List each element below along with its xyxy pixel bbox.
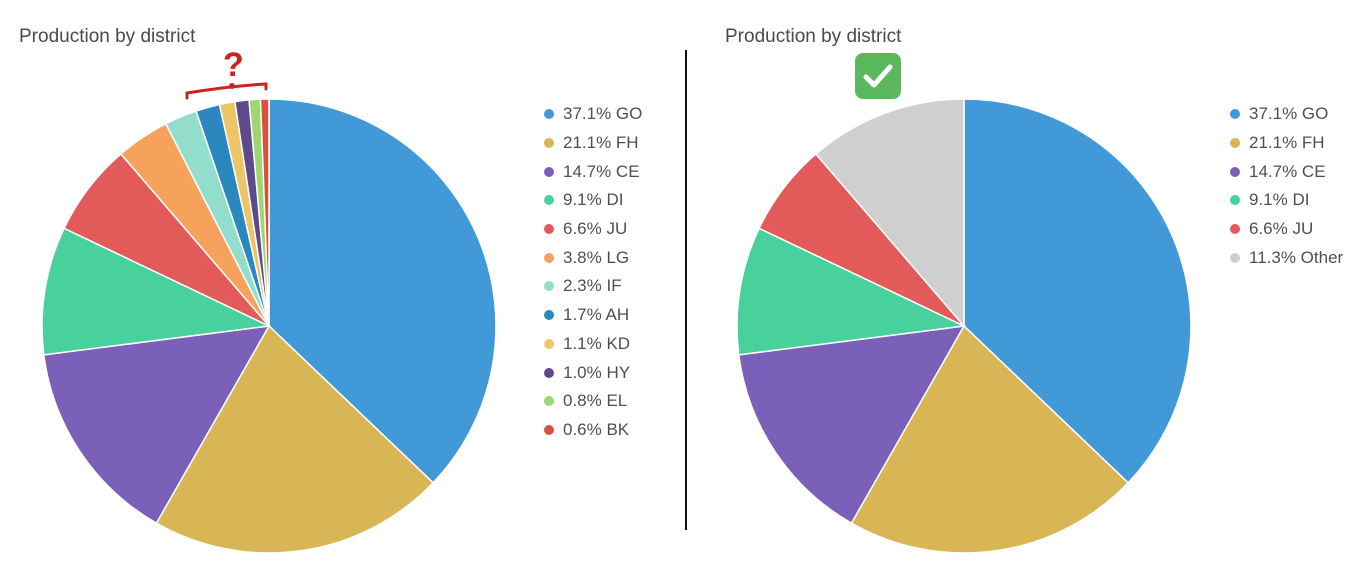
- legend-marker: [544, 281, 554, 292]
- legend-item: 14.7% CE: [1230, 157, 1343, 186]
- legend-item: 21.1% FH: [544, 129, 642, 158]
- pie-chart-right: [736, 98, 1192, 554]
- legend-right: 37.1% GO 21.1% FH 14.7% CE 9.1% DI 6.6% JU 11…: [1230, 100, 1343, 272]
- legend-label: 37.1% GO: [1249, 104, 1329, 124]
- legend-marker: [1230, 195, 1240, 206]
- chart-title: Production by district: [725, 26, 902, 47]
- legend-label: 3.8% LG: [563, 247, 630, 267]
- pie-slice-other: [814, 98, 965, 329]
- legend-item: 21.1% FH: [1230, 129, 1343, 158]
- legend-label: 14.7% CE: [563, 161, 640, 181]
- legend-item: 1.7% AH: [544, 301, 642, 330]
- legend-item: 37.1% GO: [1230, 100, 1343, 129]
- legend-marker: [544, 338, 554, 349]
- legend-item: 37.1% GO: [544, 100, 642, 129]
- legend-label: 21.1% FH: [563, 133, 639, 153]
- chart-title: Production by district: [19, 26, 196, 47]
- legend-left: 37.1% GO 21.1% FH 14.7% CE 9.1% DI 6.6% JU 3.…: [544, 100, 642, 444]
- legend-label: 1.1% KD: [563, 333, 631, 353]
- legend-marker: [1230, 138, 1240, 149]
- legend-item: 6.6% JU: [1230, 215, 1343, 244]
- chart-panel-right: Production by district 37.1% GO 21.1% FH 1…: [690, 0, 1372, 568]
- legend-item: 1.0% HY: [544, 358, 642, 387]
- legend-marker: [544, 138, 554, 149]
- legend-label: 21.1% FH: [1249, 133, 1325, 153]
- legend-marker: [544, 367, 554, 378]
- legend-label: 0.6% BK: [563, 419, 630, 439]
- pie-slice-di: [736, 227, 967, 356]
- pie-slice-di: [41, 227, 272, 356]
- legend-item: 14.7% CE: [544, 157, 642, 186]
- legend-label: 6.6% JU: [563, 219, 628, 239]
- legend-item: 3.8% LG: [544, 243, 642, 272]
- legend-item: 1.1% KD: [544, 330, 642, 359]
- legend-label: 11.3% Other: [1249, 247, 1344, 267]
- legend-marker: [544, 195, 554, 206]
- pie-slice-fh: [155, 324, 435, 554]
- legend-item: 9.1% DI: [1230, 186, 1343, 215]
- legend-label: 9.1% DI: [563, 190, 624, 210]
- legend-label: 6.6% JU: [1249, 219, 1314, 239]
- legend-item: 11.3% Other: [1230, 243, 1343, 272]
- legend-marker: [544, 310, 554, 321]
- legend-label: 2.3% IF: [563, 276, 622, 296]
- legend-label: 1.0% HY: [563, 362, 631, 382]
- legend-marker: [1230, 109, 1240, 120]
- legend-marker: [544, 224, 554, 235]
- legend-label: 1.7% AH: [563, 305, 630, 325]
- legend-marker: [1230, 252, 1240, 263]
- legend-item: 0.8% EL: [544, 387, 642, 416]
- legend-marker: [544, 396, 554, 407]
- legend-label: 14.7% CE: [1249, 161, 1326, 181]
- check-mark-icon: [855, 53, 901, 99]
- legend-item: 9.1% DI: [544, 186, 642, 215]
- question-mark-annotation: ?: [223, 46, 244, 84]
- pie-chart-left: [41, 98, 497, 554]
- legend-marker: [544, 166, 554, 177]
- legend-item: 6.6% JU: [544, 215, 642, 244]
- pie-slice-go: [268, 98, 497, 484]
- divider: [685, 50, 687, 530]
- pie-slice-fh: [850, 324, 1130, 554]
- pie-slice-bk: [259, 98, 270, 327]
- legend-marker: [544, 424, 554, 435]
- legend-label: 0.8% EL: [563, 391, 628, 411]
- legend-item: 0.6% BK: [544, 416, 642, 445]
- legend-marker: [544, 109, 554, 120]
- legend-label: 37.1% GO: [563, 104, 643, 124]
- pie-slice-ce: [43, 325, 271, 525]
- legend-label: 9.1% DI: [1249, 190, 1310, 210]
- legend-marker: [1230, 224, 1240, 235]
- bracket-annotation: [185, 82, 268, 100]
- chart-panel-left: Production by district 37.1% GO 21.1% FH 1…: [0, 0, 680, 568]
- legend-item: 2.3% IF: [544, 272, 642, 301]
- pie-slice-ce: [738, 325, 966, 525]
- legend-marker: [1230, 166, 1240, 177]
- pie-slice-go: [963, 98, 1192, 484]
- legend-marker: [544, 252, 554, 263]
